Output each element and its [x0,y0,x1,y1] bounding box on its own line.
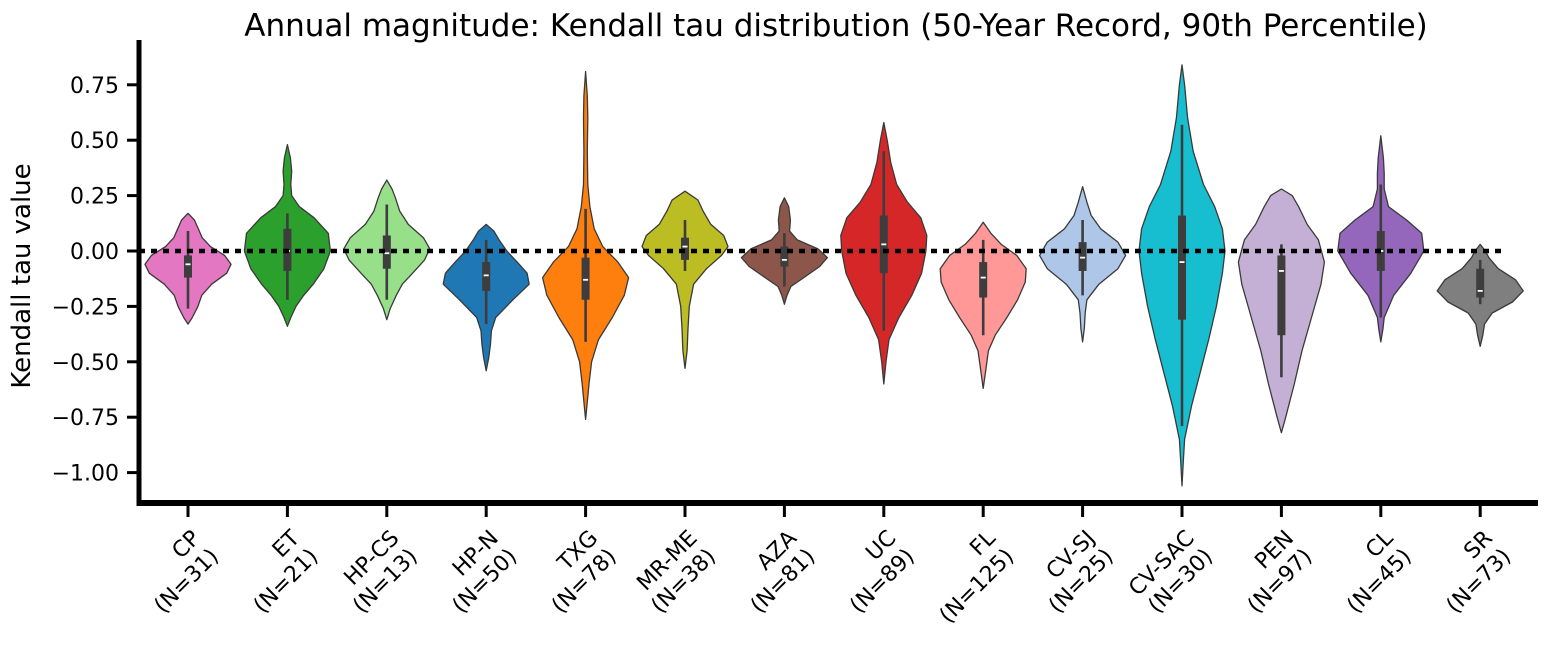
x-tick-label: PEN(N=97) [1225,526,1318,619]
x-tick-label: TXG(N=78) [529,526,622,619]
y-tick-label: 0.50 [70,129,119,154]
x-tick-label: CV-SAC(N=30) [1124,526,1218,620]
x-tick-label: ET(N=21) [231,525,324,618]
violin-iqr-box [482,262,491,291]
x-tick-label: FL(N=125) [917,525,1020,628]
violin-cp [144,212,232,325]
violin-hp-n [442,223,530,372]
violin-pen [1237,188,1326,434]
x-tick-label: HP-N(N=50) [429,526,522,619]
x-tick-label: SR(N=73) [1423,526,1516,619]
x-tick-label: CL(N=45) [1324,525,1417,618]
y-tick-label: −1.00 [52,462,119,487]
x-tick-label: CP(N=31) [131,526,224,619]
violin-iqr-box [1178,215,1186,320]
violin-txg [541,70,630,421]
violin-cl [1337,135,1425,343]
violin-sr [1436,243,1524,347]
violin-iqr-box [780,246,789,267]
violin-aza [740,197,829,305]
y-tick-label: 0.25 [70,185,119,210]
y-tick-label: 0.00 [70,240,119,265]
violin-hp-cs [343,179,431,321]
violin-iqr-box [1277,255,1286,336]
violin-et [243,143,332,327]
violin-iqr-box [581,257,590,300]
x-tick-label: HP-CS(N=13) [330,526,423,619]
violin-cv-sac [1138,64,1226,487]
violin-iqr-box [1078,242,1087,271]
x-tick-label: AZA(N=81) [728,526,821,619]
x-tick-label-count: (N=125) [935,544,1019,628]
violin-iqr-box [979,262,988,298]
y-axis-label: Kendall tau value [7,163,37,388]
y-tick-label: −0.50 [52,351,119,376]
violin-body [641,190,729,370]
y-tick-label: −0.75 [52,406,119,431]
violin-cv-sj [1038,186,1127,343]
y-tick-label: −0.25 [52,295,119,320]
violin-iqr-box [184,255,192,278]
chart-title: Annual magnitude: Kendall tau distributi… [244,8,1428,44]
x-tick-label: CV-SJ(N=25) [1026,526,1119,619]
y-tick-label: 0.75 [70,74,119,99]
violin-fl [939,221,1027,390]
violin-mr-me [641,190,729,370]
violins-layer [144,64,1524,487]
x-tick-label: UC(N=89) [827,526,920,619]
axes-layer: 0.75 0.50 0.25 0.00 −0.25 −0.50 −0.75 −1.00 CP(N… [52,40,1538,628]
violin-iqr-box [382,235,391,269]
x-tick-label: MR-ME(N=38) [628,526,721,619]
violin-iqr-box [1476,268,1485,298]
